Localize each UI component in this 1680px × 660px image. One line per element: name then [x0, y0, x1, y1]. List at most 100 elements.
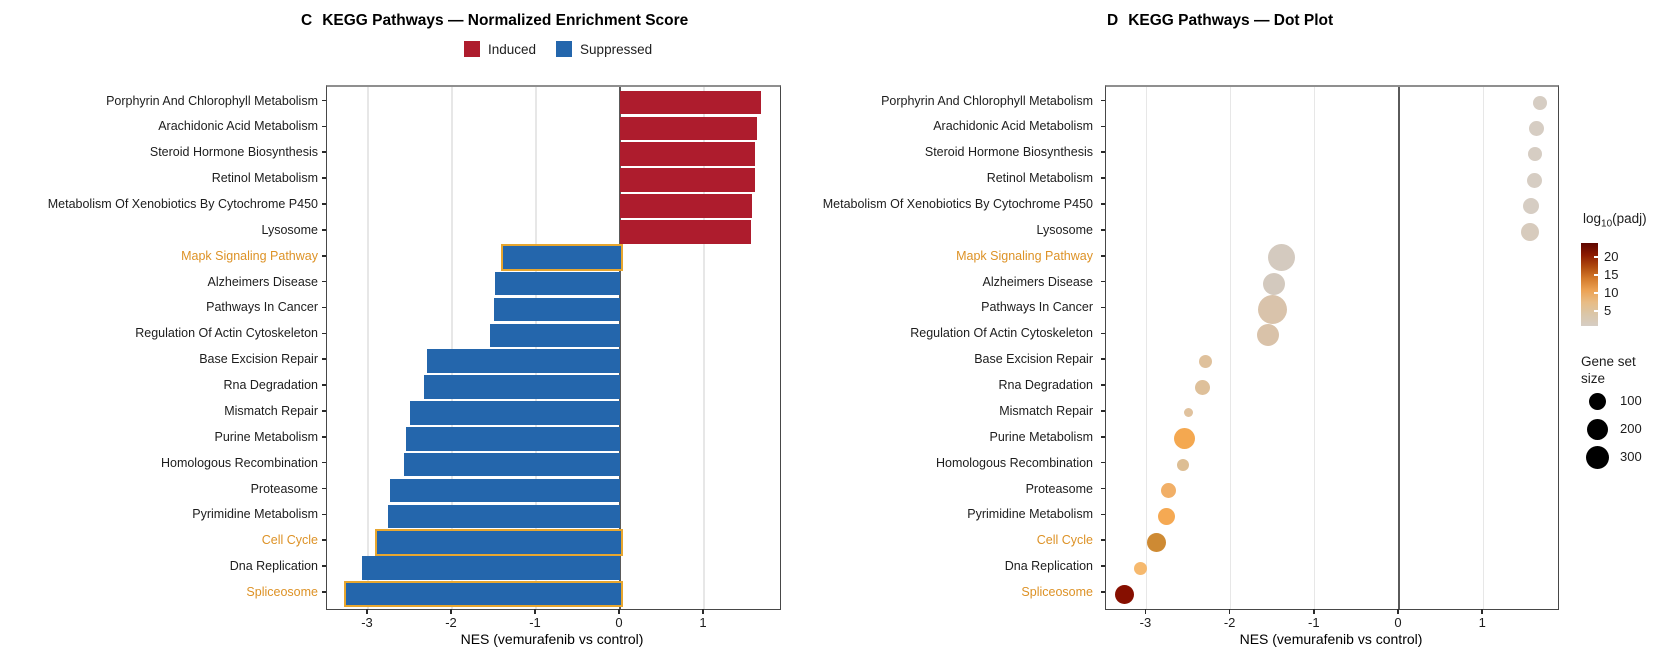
panel-d-title: D KEGG Pathways — Dot Plot — [1107, 12, 1333, 30]
nes-bar — [404, 452, 620, 477]
pathway-label: Retinol Metabolism — [986, 171, 1093, 186]
gridline — [367, 87, 369, 609]
x-axis-tick-label: -3 — [361, 615, 373, 630]
y-axis-tick — [321, 436, 326, 438]
x-axis-tick-label: -2 — [445, 615, 457, 630]
gridline — [703, 87, 705, 609]
x-axis-tick — [1228, 609, 1231, 614]
pathway-label: Dna Replication — [229, 559, 318, 574]
nes-bar — [620, 194, 752, 218]
nes-bar — [620, 142, 756, 166]
gridline — [1145, 87, 1147, 609]
nes-bar — [620, 116, 757, 141]
pathway-label: Metabolism Of Xenobiotics By Cytochrome … — [47, 196, 318, 211]
y-axis-tick — [321, 306, 326, 309]
panel-d-plot — [1105, 85, 1559, 610]
nes-bar — [620, 90, 762, 115]
nes-bar — [424, 375, 620, 399]
gridline — [535, 87, 537, 609]
x-axis-tick-label: -3 — [1139, 615, 1152, 630]
y-axis-tick — [321, 461, 326, 464]
size-legend-circle — [1586, 418, 1608, 440]
x-axis-tick — [1313, 609, 1315, 614]
dot-mark — [1195, 379, 1211, 395]
nes-bar — [343, 580, 623, 608]
y-axis-tick — [321, 177, 326, 179]
panel-d-tag: D — [1107, 12, 1119, 29]
pathway-label: Pyrimidine Metabolism — [192, 507, 318, 522]
panel-c-plot — [326, 85, 781, 610]
pathway-label: Porphyrin And Chlorophyll Metabolism — [106, 93, 318, 108]
dot-mark — [1158, 507, 1176, 525]
y-axis-tick — [321, 384, 326, 386]
x-axis-tick-label: 1 — [1478, 615, 1486, 630]
nes-bar — [494, 271, 620, 296]
gridline — [1482, 87, 1484, 609]
dot-mark — [1268, 244, 1296, 272]
dot-mark — [1176, 458, 1189, 471]
gridline — [451, 87, 453, 609]
colorbar-tick-label: 10 — [1604, 285, 1619, 300]
y-axis-tick — [321, 254, 326, 257]
y-axis-tick — [321, 591, 326, 593]
y-axis-tick — [1100, 306, 1105, 309]
panel-c-tag: C — [301, 12, 313, 29]
dot-mark — [1521, 222, 1540, 241]
panel-c-title: C KEGG Pathways — Normalized Enrichment … — [301, 12, 688, 30]
nes-bar — [405, 427, 620, 451]
y-axis-tick — [1100, 151, 1105, 154]
nes-bar — [494, 297, 620, 322]
nes-bar — [426, 349, 620, 373]
pathway-label: Rna Degradation — [223, 378, 318, 393]
pathway-label: Cell Cycle — [261, 533, 318, 548]
x-axis-tick-label: 0 — [615, 615, 623, 630]
gridline — [1314, 87, 1316, 609]
pathway-label: Base Excision Repair — [974, 352, 1093, 367]
x-axis-tick — [1397, 609, 1399, 614]
pathway-label: Cell Cycle — [1036, 533, 1093, 548]
nes-bar — [375, 528, 623, 556]
y-axis-tick — [1100, 280, 1105, 283]
y-axis-tick — [1100, 513, 1105, 516]
induced-swatch — [464, 41, 480, 57]
dot-mark — [1184, 408, 1193, 418]
y-axis-tick — [1100, 436, 1105, 438]
pathway-label: Pyrimidine Metabolism — [967, 507, 1093, 522]
pathway-label: Alzheimers Disease — [207, 274, 318, 289]
pathway-label: Spliceosome — [1021, 585, 1093, 600]
colorbar-gradient — [1581, 243, 1598, 326]
y-axis-tick — [1100, 332, 1105, 335]
y-axis-tick — [1100, 99, 1105, 102]
nes-bar — [362, 556, 620, 580]
pathway-label: Mismatch Repair — [999, 403, 1093, 418]
pathway-label: Dna Replication — [1004, 559, 1093, 574]
y-axis-tick — [321, 410, 326, 412]
size-legend-circle — [1585, 445, 1609, 469]
size-legend-title: Gene set size — [1581, 354, 1636, 386]
legend-item-suppressed: Suppressed — [556, 41, 652, 57]
dot-mark — [1147, 532, 1166, 552]
dot-mark — [1527, 172, 1543, 188]
pathway-label: Rna Degradation — [998, 378, 1093, 393]
pathway-label: Arachidonic Acid Metabolism — [158, 119, 318, 134]
nes-bar — [489, 323, 620, 348]
dot-mark — [1523, 197, 1540, 214]
y-axis-tick — [321, 151, 326, 154]
colorbar-tick — [1594, 310, 1598, 312]
y-axis-tick — [321, 229, 326, 231]
x-axis-tick-label: -1 — [529, 615, 541, 630]
y-axis-tick — [321, 565, 326, 567]
pathway-label: Mismatch Repair — [224, 403, 318, 418]
x-axis-tick-label: 1 — [699, 615, 707, 630]
pathway-label: Alzheimers Disease — [982, 274, 1093, 289]
x-axis-tick-label: 0 — [1394, 615, 1402, 630]
pathway-label: Mapk Signaling Pathway — [181, 248, 318, 263]
pathway-label: Homologous Recombination — [160, 455, 318, 470]
y-axis-tick — [321, 280, 326, 283]
y-axis-tick — [1100, 125, 1105, 128]
dot-mark — [1198, 354, 1212, 368]
y-axis-tick — [321, 539, 326, 542]
x-axis-tick — [618, 609, 620, 614]
pathway-label: Proteasome — [250, 481, 318, 496]
gridline — [1230, 87, 1232, 609]
